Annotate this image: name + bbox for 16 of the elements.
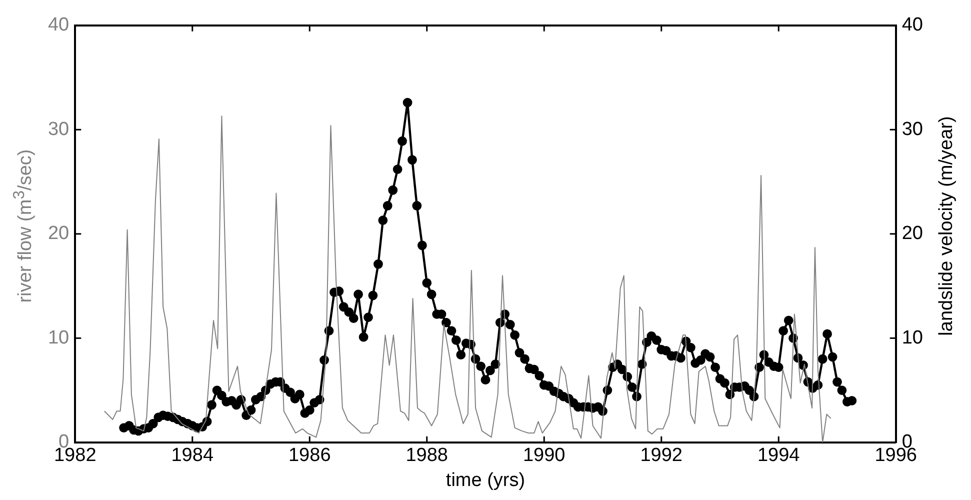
y2-tick-label: 30 xyxy=(902,118,924,140)
y2-tick-label: 20 xyxy=(902,223,924,244)
x-tick-label: 1994 xyxy=(757,445,800,466)
y-tick-label: 30 xyxy=(48,118,70,140)
y-tick-label: 20 xyxy=(48,223,70,244)
y-tick-label: 10 xyxy=(48,327,70,348)
x-tick-label: 1986 xyxy=(288,445,331,466)
y2-tick-label: 10 xyxy=(902,327,924,348)
y-tick-label: 40 xyxy=(48,14,70,36)
x-axis-title: time (yrs) xyxy=(446,470,526,491)
y2-axis-title: landslide velocity (m/year) xyxy=(936,116,958,336)
x-tick-label: 1990 xyxy=(522,445,566,466)
x-tick-label: 1984 xyxy=(171,445,214,466)
y2-tick-label: 40 xyxy=(902,14,924,36)
x-tick-label: 1988 xyxy=(406,445,448,466)
x-tick-label: 1992 xyxy=(640,445,683,466)
